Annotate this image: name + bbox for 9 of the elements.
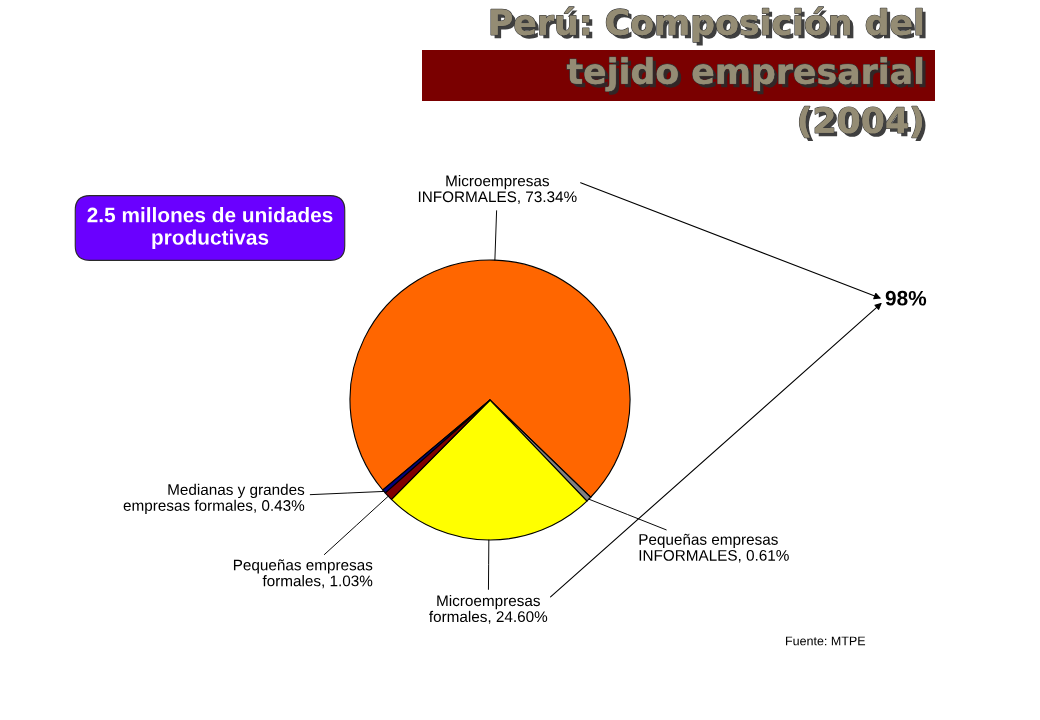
slice-label: Microempresas formales, 24.60% [429, 594, 548, 624]
source-note: Fuente: MTPE [786, 636, 866, 646]
slice-label: Pequeñas empresas formales, 1.03% [233, 559, 373, 589]
text: 98% [885, 290, 927, 306]
chart-title: Perú: Composición del tejido empresarial (2004) [491, 7, 926, 141]
slice-label: Pequeñas empresas INFORMALES, 0.61% [639, 533, 789, 563]
slice-label: Medianas y grandes empresas formales, 0.43% [123, 483, 305, 514]
text: 2.5 millones de unidades productivas [87, 207, 333, 249]
slice-label: Microempresas INFORMALES, 73.34% [418, 175, 577, 204]
